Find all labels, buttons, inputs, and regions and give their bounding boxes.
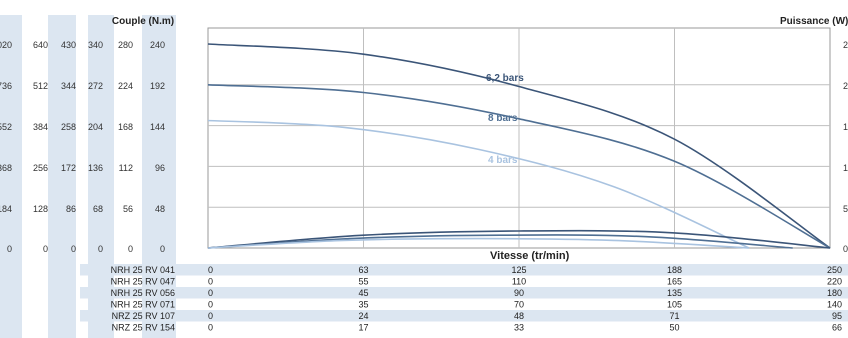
speed-value: 180	[827, 288, 842, 298]
model-label: NRZ 25 RV 107	[112, 311, 175, 321]
torque-curve-8-bars	[207, 84, 831, 249]
table-row-band	[80, 287, 848, 299]
torque-tick-label: 168	[118, 122, 133, 132]
table-row-band	[80, 310, 848, 322]
speed-value: 33	[514, 323, 524, 333]
torque-tick-label: 640	[33, 40, 48, 50]
speed-value: 17	[358, 323, 368, 333]
axis-band	[48, 15, 76, 338]
speed-value: 165	[667, 277, 682, 287]
power-tick-label: 2160	[843, 81, 848, 91]
torque-tick-label: 0	[98, 244, 103, 254]
axis-band	[0, 15, 22, 338]
torque-tick-label: 344	[61, 81, 76, 91]
speed-value: 0	[208, 277, 213, 287]
torque-tick-label: 86	[66, 204, 76, 214]
torque-tick-label: 430	[61, 40, 76, 50]
speed-value: 45	[358, 288, 368, 298]
torque-tick-label: 0	[160, 244, 165, 254]
torque-tick-label: 0	[71, 244, 76, 254]
torque-tick-label: 0	[7, 244, 12, 254]
speed-value: 220	[827, 277, 842, 287]
torque-tick-label: 172	[61, 163, 76, 173]
speed-value: 105	[667, 300, 682, 310]
torque-tick-label: 184	[0, 204, 12, 214]
power-curve-8-bars	[207, 234, 793, 249]
torque-tick-label: 340	[88, 40, 103, 50]
axis-band	[88, 15, 114, 338]
speed-value: 35	[358, 300, 368, 310]
torque-tick-label: 96	[155, 163, 165, 173]
speed-value: 135	[667, 288, 682, 298]
speed-value: 66	[832, 323, 842, 333]
speed-value: 71	[669, 311, 679, 321]
torque-tick-label: 0	[128, 244, 133, 254]
speed-value: 0	[208, 323, 213, 333]
torque-tick-label: 136	[88, 163, 103, 173]
table-row-band	[80, 264, 848, 276]
torque-tick-label: 240	[150, 40, 165, 50]
power-tick-label: 1080	[843, 163, 848, 173]
speed-value: 90	[514, 288, 524, 298]
power-axis-title: Puissance (W)	[780, 16, 848, 27]
speed-value: 50	[669, 323, 679, 333]
model-label: NRZ 25 RV 154	[112, 323, 175, 333]
power-tick-label: 540	[843, 204, 848, 214]
model-label: NRH 25 RV 041	[111, 265, 175, 275]
torque-tick-label: 56	[123, 204, 133, 214]
torque-curve-4-bars	[207, 119, 750, 249]
speed-value: 0	[208, 311, 213, 321]
speed-value: 0	[208, 265, 213, 275]
curve-label: 8 bars	[488, 113, 518, 124]
power-tick-label: 2700	[843, 40, 848, 50]
speed-value: 24	[358, 311, 368, 321]
torque-tick-label: 192	[150, 81, 165, 91]
torque-tick-label: 224	[118, 81, 133, 91]
torque-tick-label: 204	[88, 122, 103, 132]
model-label: NRH 25 RV 047	[111, 277, 175, 287]
torque-tick-label: 258	[61, 122, 76, 132]
torque-tick-label: 552	[0, 122, 12, 132]
torque-tick-label: 384	[33, 122, 48, 132]
model-label: NRH 25 RV 071	[111, 300, 175, 310]
torque-curve-6-2-bars	[207, 43, 831, 249]
curve-label: 6,2 bars	[486, 73, 524, 84]
power-curve-4-bars	[207, 237, 750, 249]
curve-label: 4 bars	[488, 155, 518, 166]
power-tick-label: 1620	[843, 122, 848, 132]
speed-value: 250	[827, 265, 842, 275]
power-tick-label: 0	[843, 244, 848, 254]
speed-value: 0	[208, 300, 213, 310]
torque-axis-title: Couple (N.m)	[112, 16, 174, 27]
speed-value: 140	[827, 300, 842, 310]
speed-value: 0	[208, 288, 213, 298]
torque-tick-label: 48	[155, 204, 165, 214]
speed-value: 70	[514, 300, 524, 310]
model-label: NRH 25 RV 056	[111, 288, 175, 298]
speed-value: 48	[514, 311, 524, 321]
torque-tick-label: 112	[119, 163, 133, 173]
speed-value: 188	[667, 265, 682, 275]
torque-tick-label: 272	[88, 81, 103, 91]
torque-tick-label: 280	[118, 40, 133, 50]
torque-tick-label: 1020	[0, 40, 12, 50]
speed-value: 110	[512, 277, 526, 287]
power-curve-6-2-bars	[207, 229, 831, 249]
torque-tick-label: 68	[93, 204, 103, 214]
torque-tick-label: 368	[0, 163, 12, 173]
speed-axis-title: Vitesse (tr/min)	[490, 250, 570, 262]
speed-value: 125	[511, 265, 526, 275]
torque-tick-label: 128	[33, 204, 48, 214]
speed-value: 95	[832, 311, 842, 321]
torque-tick-label: 0	[43, 244, 48, 254]
torque-tick-label: 144	[150, 122, 165, 132]
torque-tick-label: 736	[0, 81, 12, 91]
torque-tick-label: 512	[33, 81, 48, 91]
torque-tick-label: 256	[33, 163, 48, 173]
speed-value: 55	[358, 277, 368, 287]
axis-band	[142, 15, 176, 338]
speed-value: 63	[358, 265, 368, 275]
